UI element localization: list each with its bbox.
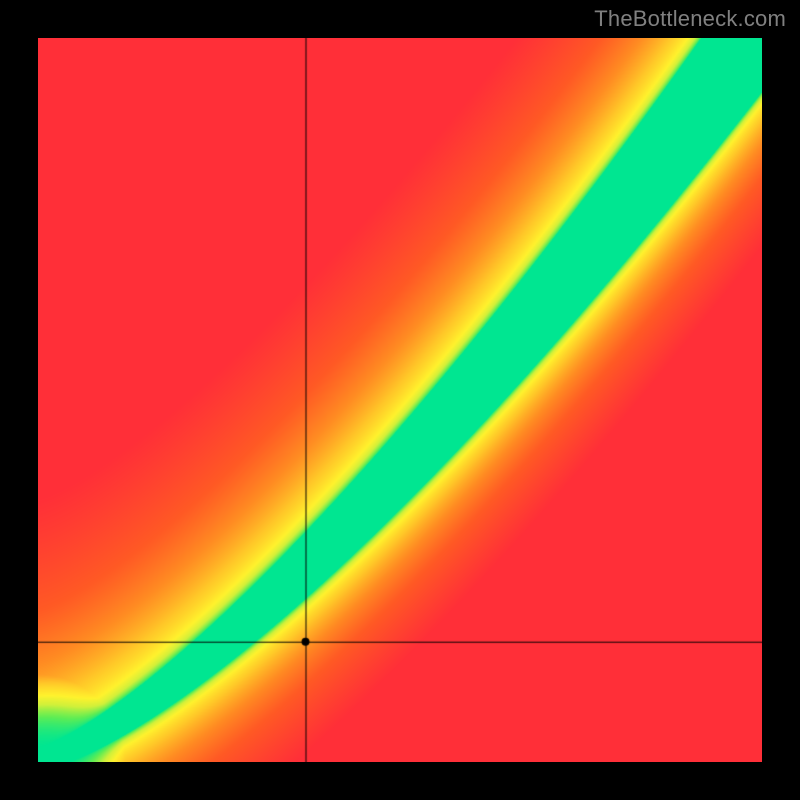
crosshair-overlay xyxy=(38,38,762,762)
chart-container: TheBottleneck.com xyxy=(0,0,800,800)
watermark-label: TheBottleneck.com xyxy=(594,6,786,32)
